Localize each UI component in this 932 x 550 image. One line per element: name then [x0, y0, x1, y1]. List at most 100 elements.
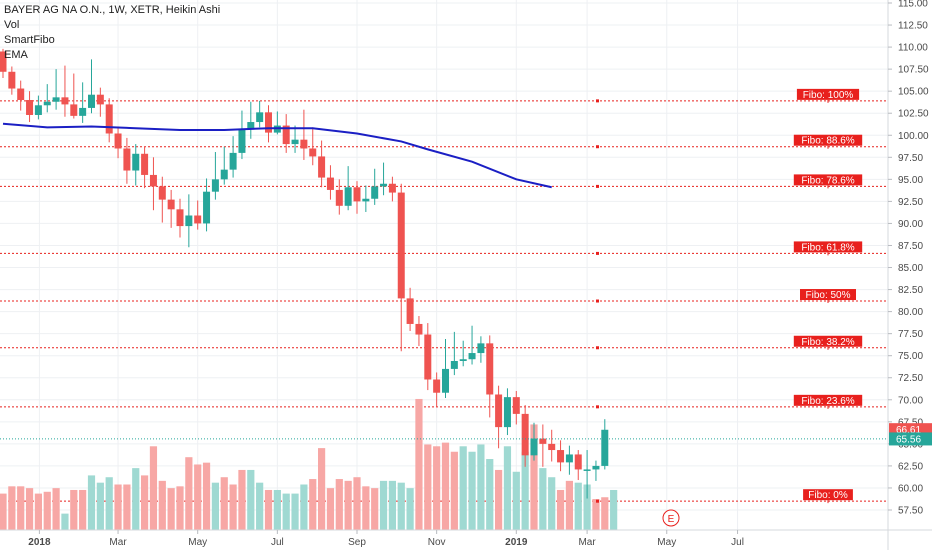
- volume-bar: [229, 484, 237, 530]
- volume-bar: [335, 479, 343, 530]
- volume-bar: [362, 486, 370, 530]
- candle-down: [300, 139, 308, 149]
- candle-up: [468, 353, 476, 360]
- candle-down: [424, 334, 432, 380]
- candle-down: [326, 177, 334, 190]
- candle-up: [88, 94, 95, 108]
- volume-bar: [34, 493, 42, 530]
- legend-ema[interactable]: EMA: [4, 49, 28, 61]
- time-axis[interactable]: 2018 Mar May Jul Sep Nov 2019 Mar May Jul: [28, 530, 744, 548]
- volume-bar: [194, 464, 202, 530]
- volume-bar: [0, 493, 7, 530]
- volume-bar: [79, 489, 87, 530]
- candle-down: [486, 343, 494, 395]
- candle-up: [185, 215, 193, 227]
- x-tick-label: 2019: [505, 537, 528, 548]
- y-tick-label: 77.50: [898, 329, 923, 340]
- volume-bar: [326, 488, 335, 530]
- grid-lines: [0, 0, 888, 530]
- volume-bar: [247, 469, 255, 530]
- volume-bar: [495, 469, 503, 530]
- event-circle-icon[interactable]: [662, 509, 680, 527]
- fibo-label: Fibo: 38.2%: [801, 337, 854, 348]
- legend-smartfibo[interactable]: SmartFibo: [4, 34, 55, 46]
- volume-bar: [344, 480, 352, 530]
- volume-bar: [610, 489, 618, 530]
- candle-down: [309, 148, 317, 157]
- legend-vol[interactable]: Vol: [4, 19, 20, 31]
- volume-bar: [8, 486, 16, 530]
- volume-bars: [0, 398, 618, 530]
- y-tick-label: 80.00: [898, 307, 923, 318]
- candle-up: [601, 429, 609, 466]
- volume-bar: [424, 444, 432, 530]
- volume-bar: [211, 482, 219, 530]
- y-tick-label: 110.00: [898, 43, 928, 54]
- volume-bar: [158, 480, 166, 530]
- candle-down: [114, 133, 122, 149]
- candle-up: [477, 343, 485, 354]
- fibo-anchor-dot: [596, 251, 599, 255]
- volume-bar: [397, 482, 405, 530]
- volume-bar: [273, 489, 281, 530]
- candle-down: [282, 125, 290, 145]
- candle-up: [583, 469, 591, 471]
- candle-up: [52, 97, 60, 102]
- volume-bar: [556, 489, 565, 530]
- candle-down: [194, 215, 202, 224]
- volume-bar: [185, 457, 193, 530]
- volume-bar: [574, 482, 582, 530]
- event-marker[interactable]: E: [662, 509, 680, 527]
- fibo-anchor-dot: [596, 99, 599, 103]
- volume-bar: [406, 488, 414, 530]
- ema-line: [2, 122, 552, 189]
- fibo-label-bg: [793, 134, 863, 146]
- y-tick-label: 90.00: [898, 219, 923, 230]
- price-axis[interactable]: 57.5060.0062.5065.0067.5070.0072.5075.00…: [888, 0, 929, 517]
- candle-up: [43, 101, 51, 106]
- candle-down: [26, 99, 34, 115]
- plot-area[interactable]: [0, 0, 888, 530]
- fibo-label: Fibo: 23.6%: [801, 396, 854, 407]
- fibo-label: Fibo: 88.6%: [801, 136, 854, 147]
- fibo-label-bg: [793, 335, 863, 347]
- fibo-anchor-dot: [596, 145, 599, 149]
- y-tick-label: 67.50: [898, 417, 923, 428]
- volume-bar: [583, 484, 591, 530]
- fibo-label: Fibo: 61.8%: [801, 242, 854, 253]
- y-tick-label: 105.00: [898, 87, 929, 98]
- volume-bar: [592, 499, 600, 530]
- volume-bar: [459, 446, 467, 530]
- candle-up: [203, 191, 211, 224]
- candle-up: [503, 397, 511, 428]
- fibo-label-bg: [796, 88, 860, 100]
- y-tick-label: 82.50: [898, 285, 923, 296]
- volume-bar: [176, 486, 184, 530]
- fibo-label-bg: [803, 489, 853, 501]
- y-tick-label: 62.50: [898, 461, 923, 472]
- candle-down: [335, 189, 343, 206]
- y-tick-label: 115.00: [898, 0, 928, 10]
- candle-up: [34, 105, 42, 115]
- candle-down: [353, 187, 361, 202]
- x-tick-label: May: [188, 537, 207, 548]
- candle-up: [79, 107, 87, 116]
- volume-bar: [256, 482, 264, 530]
- candle-down: [574, 454, 582, 470]
- candle-down: [158, 186, 166, 200]
- candle-up: [211, 179, 219, 192]
- candle-up: [238, 129, 246, 153]
- fibo-labels: Fibo: 100% Fibo: 88.6% Fibo: 78.6% Fibo: 61…: [596, 88, 863, 504]
- volume-bar: [61, 513, 69, 530]
- x-tick-label: Mar: [578, 537, 596, 548]
- x-tick-label: Jul: [731, 537, 744, 548]
- price-badge-bg: [889, 432, 932, 446]
- candle-down: [415, 323, 423, 335]
- y-tick-label: 57.50: [898, 506, 923, 517]
- volume-bar: [521, 451, 529, 530]
- volume-bar: [43, 491, 51, 530]
- price-badge-label: 66.61: [896, 425, 921, 436]
- volume-bar: [548, 477, 556, 530]
